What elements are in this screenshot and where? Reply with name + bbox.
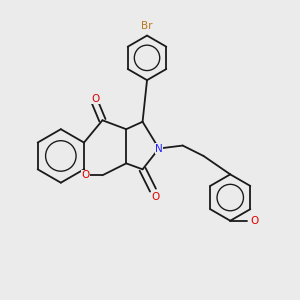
Text: O: O [81,170,89,180]
Text: O: O [152,192,160,202]
Text: N: N [155,143,163,154]
Text: O: O [250,216,258,226]
Text: Br: Br [141,21,153,31]
Text: O: O [91,94,99,104]
